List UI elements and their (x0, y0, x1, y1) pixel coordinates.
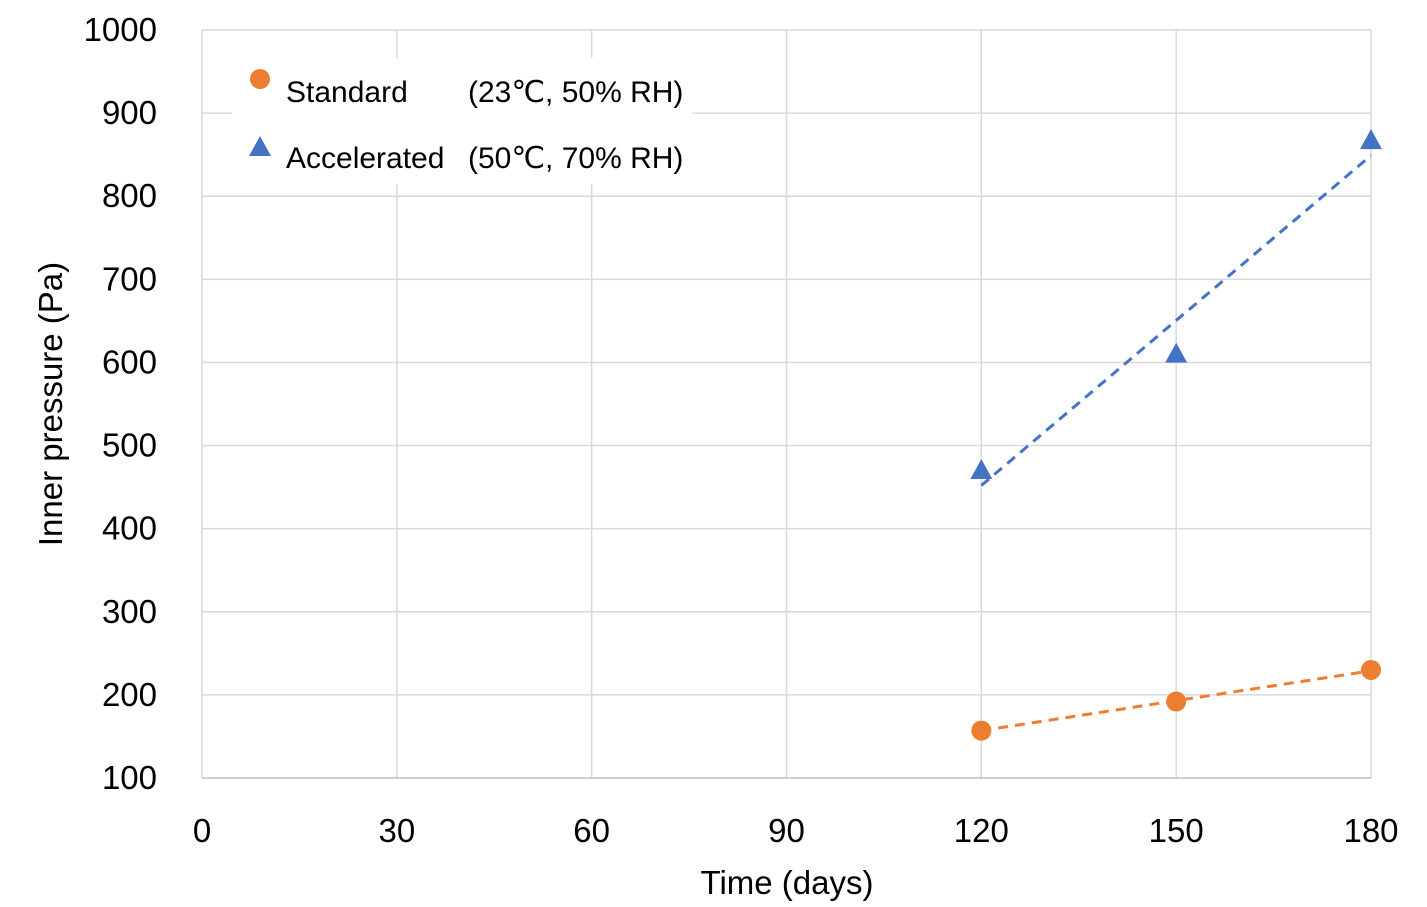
x-tick-label: 90 (768, 812, 805, 849)
y-tick-label: 400 (102, 510, 157, 547)
y-tick-label: 600 (102, 343, 157, 380)
data-points (970, 129, 1382, 741)
standard-point (1361, 659, 1381, 680)
axes (201, 30, 1371, 779)
x-tick-label: 30 (378, 812, 415, 849)
y-tick-label: 800 (102, 177, 157, 214)
y-tick-label: 900 (102, 94, 157, 131)
legend-entry-standard: Standard (23℃, 50% RH) (250, 69, 683, 109)
legend-background (232, 58, 692, 184)
y-tick-label: 500 (102, 427, 157, 464)
legend-standard-label: Standard (286, 76, 408, 109)
legend-accelerated-condition: (50℃, 70% RH) (468, 142, 683, 175)
y-tick-label: 300 (102, 593, 157, 630)
accelerated-point (1165, 342, 1188, 363)
x-axis-title: Time (days) (701, 864, 874, 901)
y-tick-label: 100 (102, 759, 157, 796)
x-tick-label: 180 (1343, 812, 1398, 849)
legend-entry-accelerated: Accelerated (50℃, 70% RH) (249, 136, 683, 175)
accelerated-point (1360, 129, 1382, 150)
trendlines (980, 154, 1372, 733)
accelerated-point (970, 459, 993, 480)
legend: Standard (23℃, 50% RH) Accelerated (50℃,… (232, 58, 692, 184)
legend-accelerated-label: Accelerated (286, 142, 444, 175)
accelerated-trendline (980, 154, 1372, 487)
x-tick-label: 120 (954, 812, 1009, 849)
y-tick-label: 200 (102, 676, 157, 713)
x-tick-label: 150 (1149, 812, 1204, 849)
y-axis-title: Inner pressure (Pa) (32, 262, 69, 546)
x-tick-label: 60 (573, 812, 610, 849)
standard-point (971, 720, 992, 741)
standard-trendline (981, 669, 1372, 733)
grid (202, 29, 1372, 778)
tick-labels: 0 30 60 90 120 150 180 100 200 300 400 500 600 700 800… (84, 11, 1399, 849)
y-tick-label: 700 (102, 260, 157, 297)
legend-accelerated-marker (249, 136, 271, 156)
standard-point (1166, 691, 1187, 712)
legend-standard-condition: (23℃, 50% RH) (468, 76, 683, 109)
legend-standard-marker (250, 69, 270, 89)
y-tick-label: 1000 (84, 11, 157, 48)
x-tick-label: 0 (193, 812, 211, 849)
